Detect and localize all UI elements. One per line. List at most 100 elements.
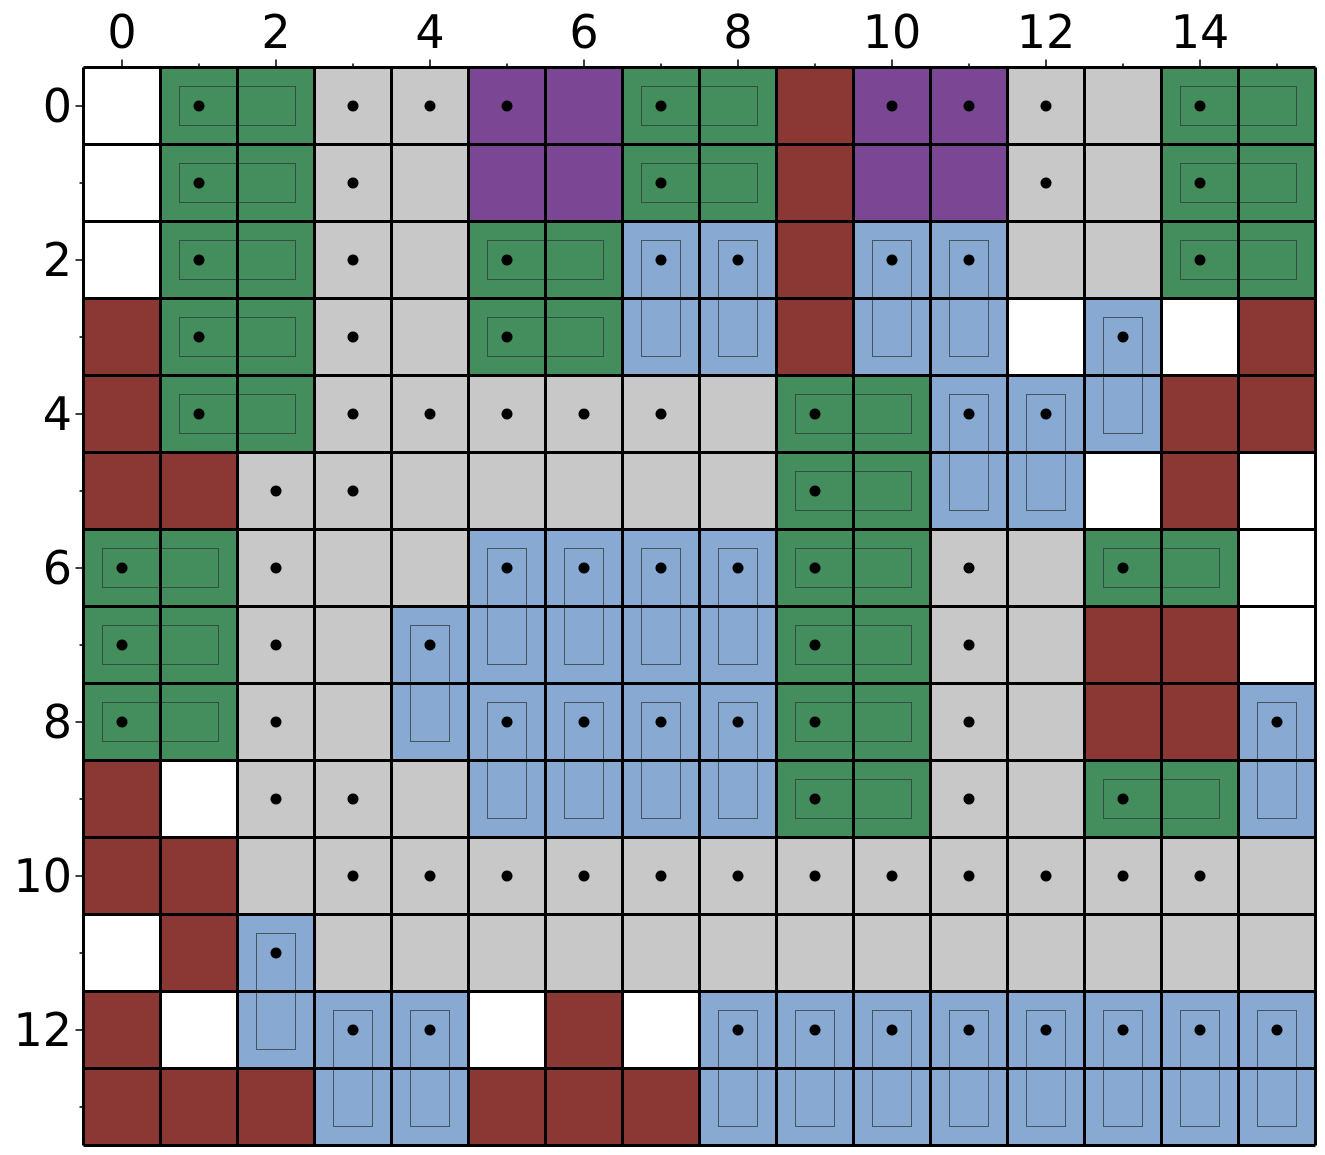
marker-dot [1194, 177, 1206, 189]
cell-wall [160, 1068, 238, 1146]
cell-blue-block [699, 606, 777, 684]
cell-floor [853, 914, 931, 992]
cell-green-block [853, 760, 931, 838]
marker-dot [270, 485, 282, 497]
marker-dot [655, 177, 667, 189]
marker-dot [424, 639, 436, 651]
marker-dot [347, 793, 359, 805]
x-tick-label: 10 [863, 5, 922, 59]
cell-wall [622, 1068, 700, 1146]
cell-empty [468, 991, 546, 1069]
cell-purple-block [853, 144, 931, 222]
cell-blue-block [545, 760, 623, 838]
cell-empty [83, 914, 161, 992]
marker-dot [578, 408, 590, 420]
marker-dot [963, 408, 975, 420]
cell-blue-block [1161, 1068, 1239, 1146]
cell-wall [83, 1068, 161, 1146]
grid-lines [82, 66, 1317, 1147]
cell-green-block [237, 298, 315, 376]
marker-dot [1271, 1024, 1283, 1036]
marker-dot [1271, 716, 1283, 728]
marker-dot [886, 100, 898, 112]
cell-blue-block [237, 991, 315, 1069]
marker-dot [655, 562, 667, 574]
x-tick-label: 14 [1171, 5, 1230, 59]
marker-dot [1117, 870, 1129, 882]
cell-blue-block [468, 606, 546, 684]
cell-blue-block [853, 1068, 931, 1146]
cell-floor [1007, 683, 1085, 761]
cell-green-block [160, 606, 238, 684]
cell-purple-block [930, 144, 1008, 222]
marker-dot [347, 1024, 359, 1036]
cell-green-block [853, 606, 931, 684]
cell-blue-block [853, 298, 931, 376]
marker-dot [809, 870, 821, 882]
cell-blue-block [468, 760, 546, 838]
cell-floor [391, 144, 469, 222]
marker-dot [732, 254, 744, 266]
cell-floor [1084, 221, 1162, 299]
marker-dot [1117, 562, 1129, 574]
marker-dot [1040, 408, 1052, 420]
x-tick-label: 6 [569, 5, 598, 59]
cell-blue-block [1084, 375, 1162, 453]
marker-dot [1194, 100, 1206, 112]
marker-dot [578, 716, 590, 728]
marker-dot [963, 793, 975, 805]
cell-blue-block [314, 1068, 392, 1146]
marker-dot [1194, 1024, 1206, 1036]
marker-dot [424, 100, 436, 112]
marker-dot [732, 1024, 744, 1036]
marker-dot [424, 1024, 436, 1036]
cell-floor [699, 914, 777, 992]
cell-empty [1238, 452, 1316, 530]
cell-floor [622, 914, 700, 992]
marker-dot [732, 562, 744, 574]
x-tick-label: 12 [1017, 5, 1076, 59]
marker-dot [655, 100, 667, 112]
marker-dot [501, 100, 513, 112]
cell-green-block [699, 144, 777, 222]
cell-wall [83, 991, 161, 1069]
marker-dot [886, 254, 898, 266]
cell-floor [468, 914, 546, 992]
y-tick-label: 0 [43, 79, 72, 133]
cell-green-block [853, 375, 931, 453]
axis-ticks [75, 59, 1278, 1108]
marker-dot [116, 716, 128, 728]
marker-dot [347, 870, 359, 882]
cell-green-block [237, 375, 315, 453]
cell-empty [1238, 606, 1316, 684]
cell-wall [1238, 375, 1316, 453]
marker-dot [347, 254, 359, 266]
y-tick-label: 10 [13, 849, 72, 903]
cell-wall [83, 375, 161, 453]
cell-floor [1007, 529, 1085, 607]
cell-floor [1007, 221, 1085, 299]
marker-dot [501, 408, 513, 420]
marker-dot [501, 870, 513, 882]
cell-wall [160, 837, 238, 915]
cell-blue-block [391, 683, 469, 761]
cell-wall [160, 914, 238, 992]
cell-wall [237, 1068, 315, 1146]
cell-blue-block [930, 452, 1008, 530]
cell-wall [1161, 375, 1239, 453]
x-tick-label: 0 [107, 5, 136, 59]
cell-blue-block [776, 1068, 854, 1146]
cell-wall [1084, 683, 1162, 761]
cell-floor [1161, 914, 1239, 992]
marker-dot [963, 639, 975, 651]
marker-dot [193, 254, 205, 266]
cell-green-block [699, 67, 777, 145]
cell-blue-block [622, 760, 700, 838]
marker-dot [193, 177, 205, 189]
cell-floor [391, 221, 469, 299]
cell-blue-block [930, 1068, 1008, 1146]
cell-wall [83, 298, 161, 376]
cell-floor [314, 914, 392, 992]
cell-wall [160, 452, 238, 530]
